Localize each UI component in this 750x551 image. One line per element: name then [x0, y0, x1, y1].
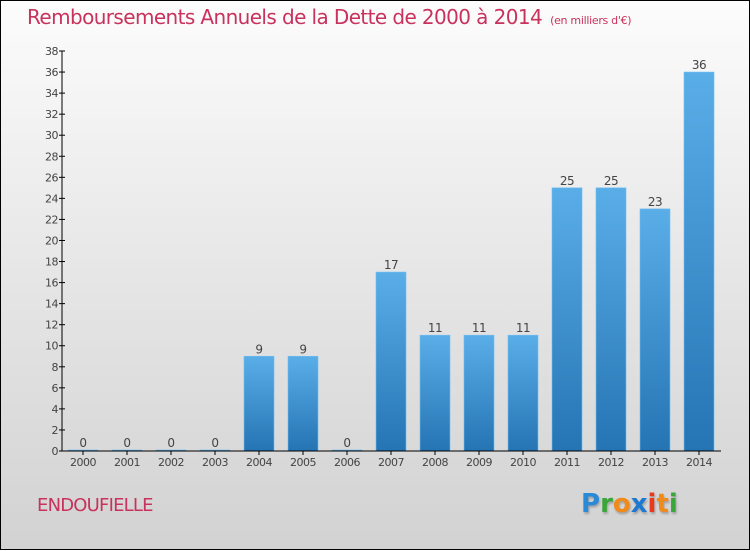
x-axis: 2000 2001 2002 2003 2004 2005 2006 2007 2008 2009…	[62, 450, 721, 469]
data-label-2002: 0	[167, 436, 174, 450]
data-label-2011: 25	[560, 174, 574, 188]
logo-letter: i	[668, 489, 678, 519]
y-tick-label: 38	[45, 45, 58, 58]
data-label-2006: 0	[343, 436, 350, 450]
data-label-2014: 36	[692, 58, 706, 72]
x-tick-label-2001: 2001	[114, 456, 140, 469]
y-tick-label: 28	[45, 150, 58, 163]
bar-2011	[551, 187, 583, 452]
data-label-2004: 9	[255, 342, 262, 356]
bar-2012	[595, 187, 627, 452]
y-tick-label: 16	[45, 277, 58, 290]
data-label-2003: 0	[211, 436, 218, 450]
y-tick-label: 30	[45, 129, 58, 142]
y-tick-label: 10	[45, 340, 58, 353]
data-label-2013: 23	[648, 195, 662, 209]
y-tick-label: 8	[52, 361, 59, 374]
bar-2013	[639, 208, 671, 452]
x-tick-label-2014: 2014	[686, 456, 712, 469]
x-tick-label-2010: 2010	[510, 456, 536, 469]
y-tick-label: 32	[45, 108, 58, 121]
bar-2008	[419, 334, 451, 452]
y-tick-label: 20	[45, 234, 58, 247]
y-tick-label: 26	[45, 171, 58, 184]
bars: 0 0 0 0 9 9 0 17 11 11 11 25 25 23 36	[67, 58, 715, 452]
data-label-2007: 17	[384, 258, 398, 272]
logo-letter: P	[581, 489, 601, 519]
bar-2004	[243, 355, 275, 452]
data-label-2001: 0	[123, 436, 130, 450]
x-tick-label-2013: 2013	[642, 456, 668, 469]
y-tick-label: 14	[45, 298, 58, 311]
x-tick-label-2004: 2004	[246, 456, 272, 469]
chart-subtitle: (en milliers d'€)	[550, 14, 632, 27]
y-tick-label: 24	[45, 192, 58, 205]
title-text: Remboursements Annuels de la Dette de 20…	[27, 5, 543, 29]
commune-name: ENDOUFIELLE	[37, 495, 154, 516]
bar-2009	[463, 334, 495, 452]
logo-letter: x	[630, 489, 648, 519]
data-label-2012: 25	[604, 174, 618, 188]
data-label-2005: 9	[299, 342, 306, 356]
x-tick-label-2002: 2002	[158, 456, 184, 469]
chart-title: Remboursements Annuels de la Dette de 20…	[27, 5, 632, 29]
x-tick-label-2005: 2005	[290, 456, 316, 469]
y-tick-label: 18	[45, 256, 58, 269]
y-tick-label: 22	[45, 213, 58, 226]
y-tick-label: 34	[45, 87, 58, 100]
bar-2005	[287, 355, 319, 452]
logo-letter: r	[600, 489, 613, 519]
logo-letter: o	[612, 489, 631, 519]
x-tick-label-2003: 2003	[202, 456, 228, 469]
x-tick-label-2006: 2006	[334, 456, 360, 469]
bar-2010	[507, 334, 539, 452]
y-tick-label: 36	[45, 66, 58, 79]
x-tick-label-2000: 2000	[70, 456, 96, 469]
y-tick-label: 0	[52, 445, 59, 458]
data-label-2009: 11	[472, 321, 486, 335]
data-label-2000: 0	[79, 436, 86, 450]
x-tick-label-2007: 2007	[378, 456, 404, 469]
bar-2014	[683, 71, 715, 452]
bar-2007	[375, 271, 407, 452]
logo-letter: t	[656, 489, 669, 519]
x-tick-label-2012: 2012	[598, 456, 624, 469]
x-tick-label-2009: 2009	[466, 456, 492, 469]
y-tick-label: 4	[52, 403, 59, 416]
logo-letter: i	[647, 489, 657, 519]
data-label-2010: 11	[516, 321, 530, 335]
y-tick-label: 2	[52, 424, 59, 437]
y-tick-label: 12	[45, 319, 58, 332]
data-label-2008: 11	[428, 321, 442, 335]
x-tick-label-2008: 2008	[422, 456, 448, 469]
y-tick-label: 6	[52, 382, 59, 395]
proxiti-logo[interactable]: Proxiti	[581, 489, 678, 519]
x-tick-label-2011: 2011	[554, 456, 580, 469]
